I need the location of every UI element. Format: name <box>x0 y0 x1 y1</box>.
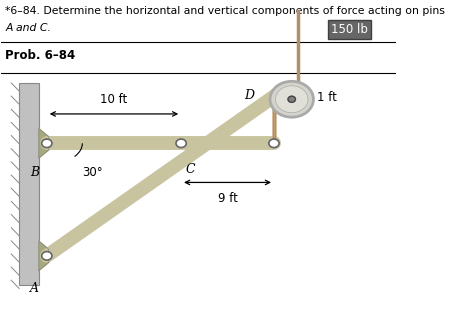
Text: 30°: 30° <box>82 166 103 179</box>
Text: 10 ft: 10 ft <box>100 93 128 106</box>
Text: A: A <box>30 282 39 295</box>
Circle shape <box>42 139 52 147</box>
Circle shape <box>275 86 308 113</box>
Circle shape <box>288 96 295 102</box>
Text: 150 lb: 150 lb <box>331 23 368 36</box>
Text: C: C <box>185 163 195 176</box>
Circle shape <box>288 96 296 103</box>
Polygon shape <box>39 241 49 270</box>
Text: *6–84. Determine the horizontal and vertical components of force acting on pins: *6–84. Determine the horizontal and vert… <box>5 6 445 16</box>
Circle shape <box>269 139 279 147</box>
Text: D: D <box>244 89 254 103</box>
Text: A and C.: A and C. <box>5 23 51 33</box>
Text: Prob. 6–84: Prob. 6–84 <box>5 49 75 62</box>
Polygon shape <box>39 129 49 158</box>
Circle shape <box>176 139 186 147</box>
Circle shape <box>270 81 313 117</box>
Text: B: B <box>30 166 39 179</box>
Text: 1 ft: 1 ft <box>318 91 337 104</box>
Circle shape <box>42 252 52 260</box>
Bar <box>19 83 39 285</box>
Text: 9 ft: 9 ft <box>218 192 237 205</box>
